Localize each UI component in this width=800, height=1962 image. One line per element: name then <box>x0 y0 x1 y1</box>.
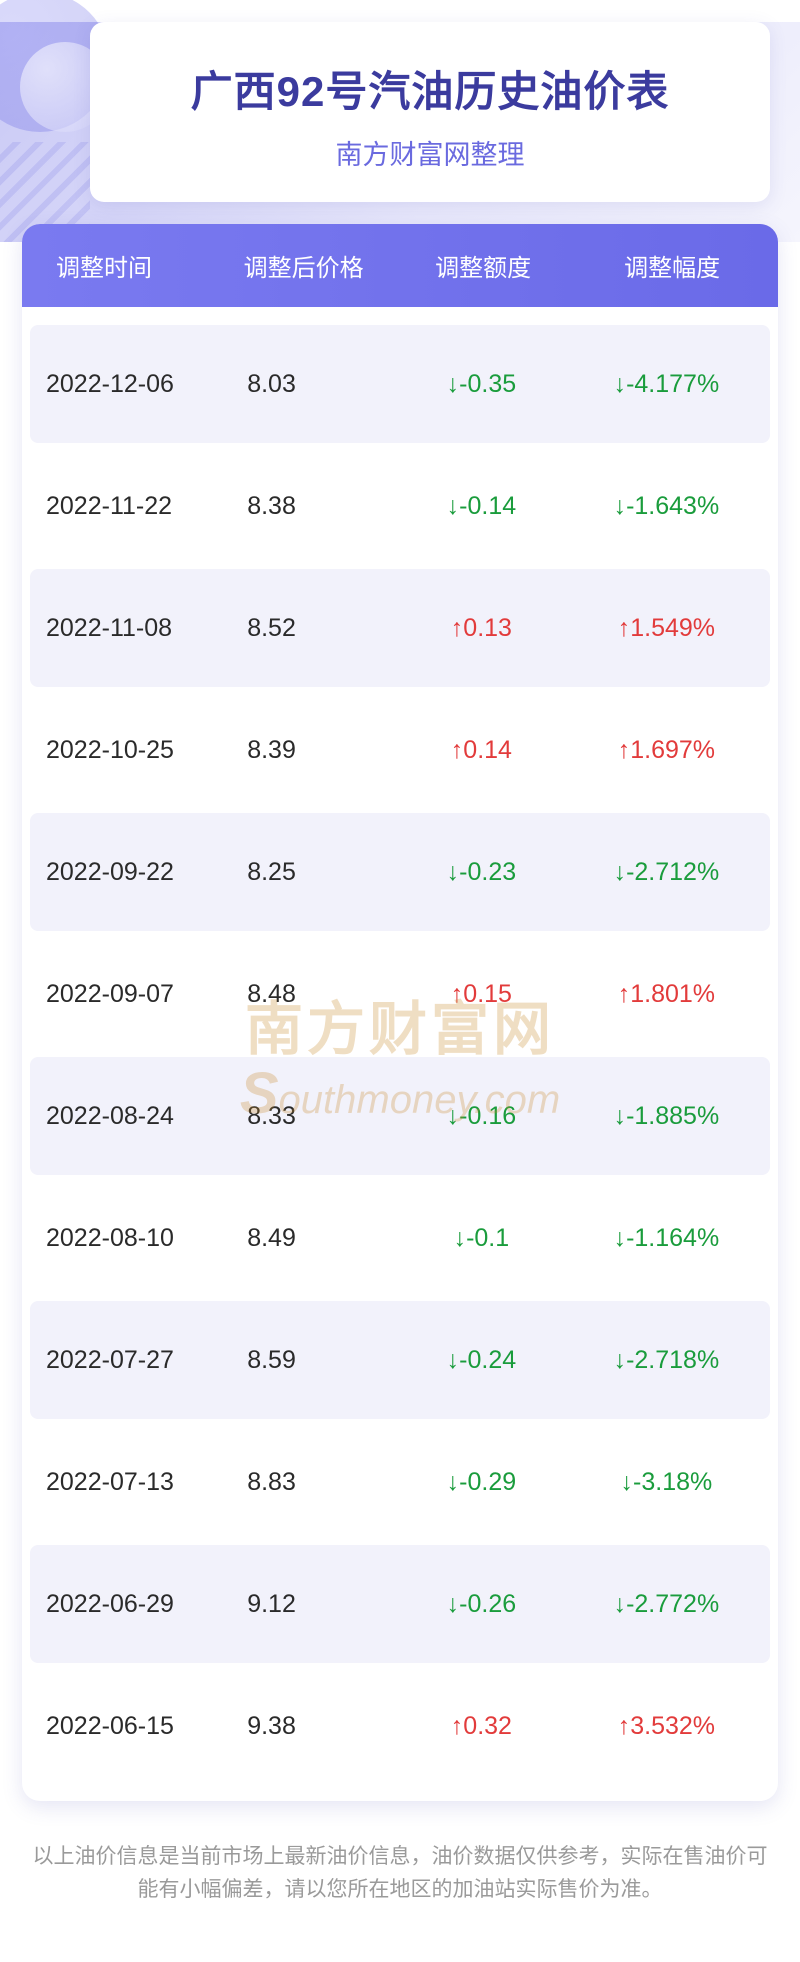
table-row: 2022-06-299.12↓-0.26↓-2.772% <box>30 1545 770 1663</box>
cell-pct: ↓-4.177% <box>563 370 770 399</box>
cell-date: 2022-11-22 <box>30 492 237 521</box>
cell-date: 2022-10-25 <box>30 736 237 765</box>
table-row: 2022-11-228.38↓-0.14↓-1.643% <box>30 447 770 565</box>
cell-pct: ↓-2.712% <box>563 858 770 887</box>
table-row: 2022-09-228.25↓-0.23↓-2.712% <box>30 813 770 931</box>
cell-date: 2022-09-07 <box>30 980 237 1009</box>
cell-delta: ↑0.14 <box>400 736 563 765</box>
table-body: 2022-12-068.03↓-0.35↓-4.177%2022-11-228.… <box>22 307 778 1801</box>
cell-pct: ↑1.549% <box>563 614 770 643</box>
cell-price: 8.48 <box>237 980 400 1009</box>
cell-delta: ↓-0.1 <box>400 1224 563 1253</box>
cell-date: 2022-09-22 <box>30 858 237 887</box>
cell-delta: ↓-0.35 <box>400 370 563 399</box>
cell-date: 2022-07-27 <box>30 1346 237 1375</box>
table-row: 2022-08-248.33↓-0.16↓-1.885% <box>30 1057 770 1175</box>
cell-price: 8.49 <box>237 1224 400 1253</box>
cell-delta: ↓-0.23 <box>400 858 563 887</box>
cell-delta: ↑0.15 <box>400 980 563 1009</box>
col-header-delta: 调整额度 <box>400 248 566 283</box>
col-header-pct: 调整幅度 <box>566 248 778 283</box>
table-row: 2022-12-068.03↓-0.35↓-4.177% <box>30 325 770 443</box>
cell-delta: ↑0.13 <box>400 614 563 643</box>
table-row: 2022-09-078.48↑0.15↑1.801% <box>30 935 770 1053</box>
disclaimer-text: 以上油价信息是当前市场上最新油价信息，油价数据仅供参考，实际在售油价可能有小幅偏… <box>24 1841 776 1906</box>
cell-pct: ↑1.697% <box>563 736 770 765</box>
cell-date: 2022-06-15 <box>30 1712 237 1741</box>
table-row: 2022-11-088.52↑0.13↑1.549% <box>30 569 770 687</box>
cell-pct: ↓-3.18% <box>563 1468 770 1497</box>
table-header-row: 调整时间 调整后价格 调整额度 调整幅度 <box>22 224 778 307</box>
cell-price: 8.38 <box>237 492 400 521</box>
cell-pct: ↓-1.164% <box>563 1224 770 1253</box>
table-row: 2022-07-138.83↓-0.29↓-3.18% <box>30 1423 770 1541</box>
col-header-date: 调整时间 <box>22 248 234 283</box>
cell-date: 2022-11-08 <box>30 614 237 643</box>
table-row: 2022-10-258.39↑0.14↑1.697% <box>30 691 770 809</box>
header-card: 广西92号汽油历史油价表 南方财富网整理 <box>90 22 770 202</box>
cell-price: 8.03 <box>237 370 400 399</box>
cell-date: 2022-08-24 <box>30 1102 237 1131</box>
cell-price: 8.52 <box>237 614 400 643</box>
cell-delta: ↓-0.16 <box>400 1102 563 1131</box>
price-table: 调整时间 调整后价格 调整额度 调整幅度 2022-12-068.03↓-0.3… <box>22 224 778 1801</box>
cell-delta: ↑0.32 <box>400 1712 563 1741</box>
cell-price: 8.25 <box>237 858 400 887</box>
cell-price: 8.33 <box>237 1102 400 1131</box>
cell-price: 8.83 <box>237 1468 400 1497</box>
cell-delta: ↓-0.29 <box>400 1468 563 1497</box>
cell-price: 9.12 <box>237 1590 400 1619</box>
table-row: 2022-06-159.38↑0.32↑3.532% <box>30 1667 770 1785</box>
page-title: 广西92号汽油历史油价表 <box>110 58 750 119</box>
cell-date: 2022-08-10 <box>30 1224 237 1253</box>
cell-price: 8.39 <box>237 736 400 765</box>
cell-date: 2022-07-13 <box>30 1468 237 1497</box>
cell-date: 2022-06-29 <box>30 1590 237 1619</box>
cell-pct: ↓-2.718% <box>563 1346 770 1375</box>
cell-pct: ↓-1.643% <box>563 492 770 521</box>
col-header-price: 调整后价格 <box>234 248 400 283</box>
cell-pct: ↓-1.885% <box>563 1102 770 1131</box>
cell-delta: ↓-0.14 <box>400 492 563 521</box>
cell-delta: ↓-0.26 <box>400 1590 563 1619</box>
cell-pct: ↓-2.772% <box>563 1590 770 1619</box>
cell-price: 8.59 <box>237 1346 400 1375</box>
page-root: 广西92号汽油历史油价表 南方财富网整理 调整时间 调整后价格 调整额度 调整幅… <box>0 22 800 1962</box>
table-row: 2022-07-278.59↓-0.24↓-2.718% <box>30 1301 770 1419</box>
cell-price: 9.38 <box>237 1712 400 1741</box>
cell-delta: ↓-0.24 <box>400 1346 563 1375</box>
cell-date: 2022-12-06 <box>30 370 237 399</box>
cell-pct: ↑3.532% <box>563 1712 770 1741</box>
table-row: 2022-08-108.49↓-0.1↓-1.164% <box>30 1179 770 1297</box>
cell-pct: ↑1.801% <box>563 980 770 1009</box>
page-subtitle: 南方财富网整理 <box>110 133 750 172</box>
